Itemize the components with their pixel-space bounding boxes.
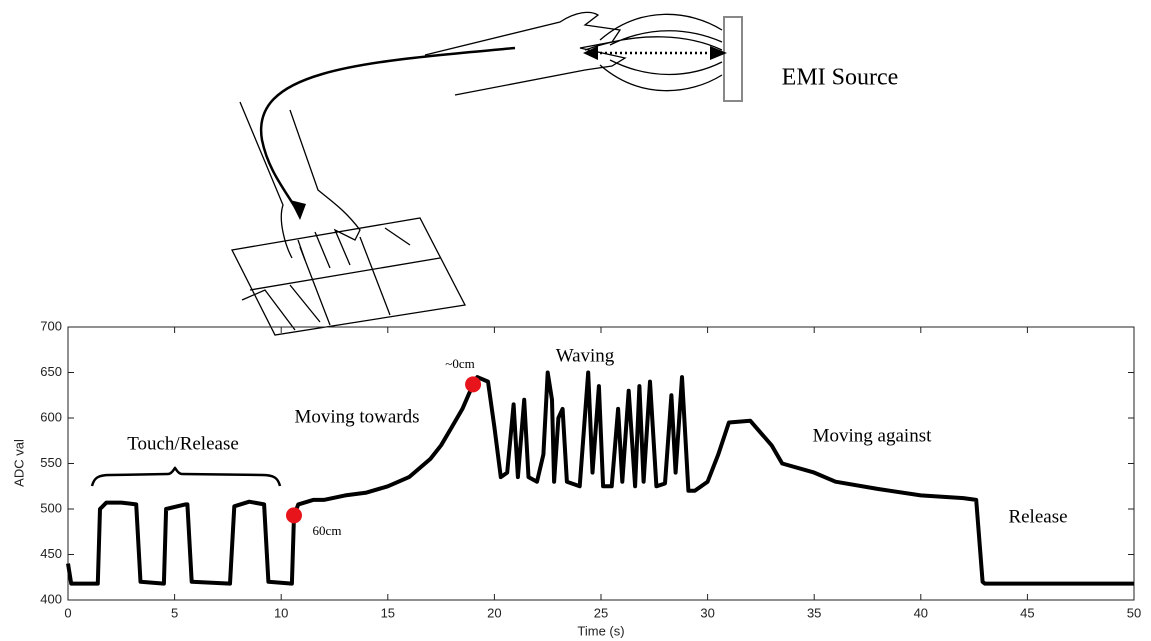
annotation: ~0cm: [445, 356, 474, 371]
annotation: EMI Source: [782, 65, 899, 91]
marker: [285, 507, 302, 524]
x-tick-label: 0: [64, 605, 71, 620]
y-tick-label: 450: [40, 546, 62, 561]
x-tick-label: 25: [594, 605, 608, 620]
x-tick-label: 20: [487, 605, 501, 620]
annotation: Moving towards: [294, 406, 419, 427]
marker: [465, 376, 482, 393]
x-tick-label: 5: [171, 605, 178, 620]
x-tick-label: 40: [914, 605, 928, 620]
annotation: 60cm: [313, 523, 342, 538]
x-tick-label: 35: [807, 605, 821, 620]
x-tick-label: 30: [700, 605, 714, 620]
x-tick-label: 50: [1127, 605, 1141, 620]
x-tick-label: 10: [274, 605, 288, 620]
y-tick-label: 550: [40, 455, 62, 470]
y-tick-label: 650: [40, 364, 62, 379]
x-axis-label: Time (s): [577, 623, 624, 638]
annotation: Release: [1008, 506, 1067, 527]
illustration: [231, 11, 743, 336]
annotation: Waving: [556, 345, 615, 366]
annotation: Touch/Release: [127, 433, 239, 454]
y-tick-label: 400: [40, 591, 62, 606]
y-tick-label: 600: [40, 409, 62, 424]
x-tick-label: 45: [1020, 605, 1034, 620]
annotation: Moving against: [813, 425, 932, 446]
x-tick-label: 15: [381, 605, 395, 620]
line: [66, 370, 1134, 586]
y-tick-label: 700: [40, 318, 62, 333]
brace: [90, 466, 282, 487]
y-tick-label: 500: [40, 500, 62, 515]
y-axis-label: ADC val: [11, 439, 26, 487]
